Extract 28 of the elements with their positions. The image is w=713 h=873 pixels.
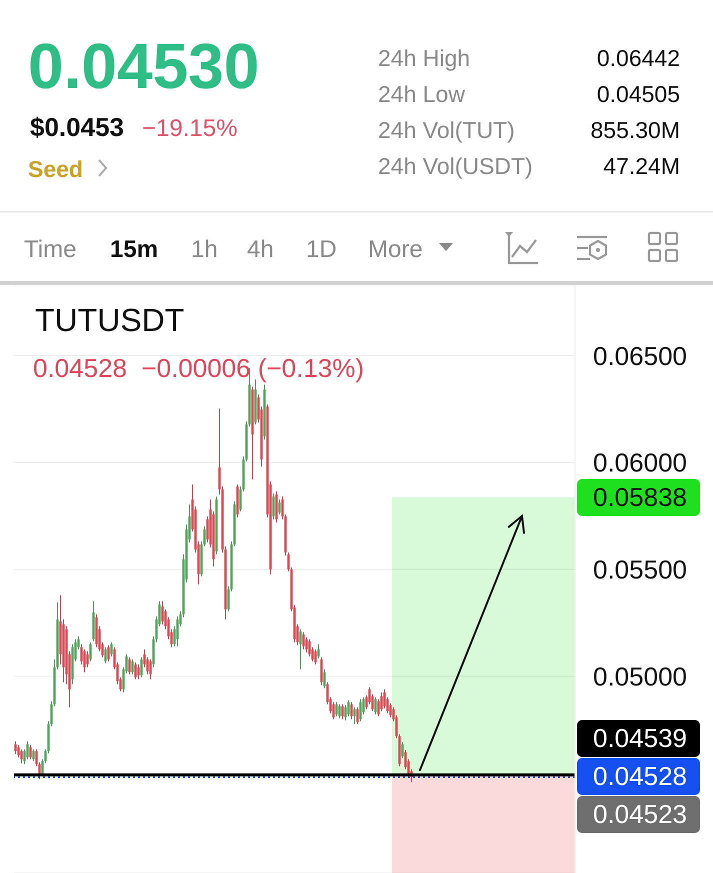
- text: 0.04530: [28, 30, 260, 102]
- y-tick-label: 0.05500: [593, 554, 687, 585]
- text: 4h: [247, 236, 274, 263]
- text: 0.06442: [596, 45, 680, 71]
- y-tick-label: 0.06000: [593, 448, 687, 478]
- text: More: [368, 236, 423, 263]
- text: −19.15%: [142, 115, 238, 142]
- text: 1h: [191, 236, 218, 263]
- text: TUTUSDT: [35, 302, 184, 338]
- text: 24h Vol(TUT): [378, 117, 515, 143]
- text: 0.04505: [596, 81, 680, 107]
- text: $0.0453: [30, 112, 124, 142]
- text: Time: [24, 236, 76, 263]
- text: 0.04528 −0.00006 (−0.13%): [33, 353, 364, 383]
- y-tick-label: 0.06500: [593, 340, 687, 371]
- text: 855.30M: [590, 117, 680, 143]
- text: 1D: [306, 236, 337, 263]
- text: 24h Vol(USDT): [378, 153, 533, 179]
- y-tick-label: 0.05000: [593, 662, 687, 692]
- price-label: 0.04523: [577, 796, 700, 833]
- price-label: 0.04528: [577, 758, 700, 795]
- text: 15m: [110, 236, 158, 263]
- text: 24h Low: [378, 81, 466, 107]
- text: 24h High: [378, 45, 470, 71]
- text: 47.24M: [603, 153, 680, 179]
- price-label: 0.05838: [577, 478, 700, 516]
- price-label: 0.04539: [577, 720, 700, 757]
- text: Seed: [28, 156, 83, 182]
